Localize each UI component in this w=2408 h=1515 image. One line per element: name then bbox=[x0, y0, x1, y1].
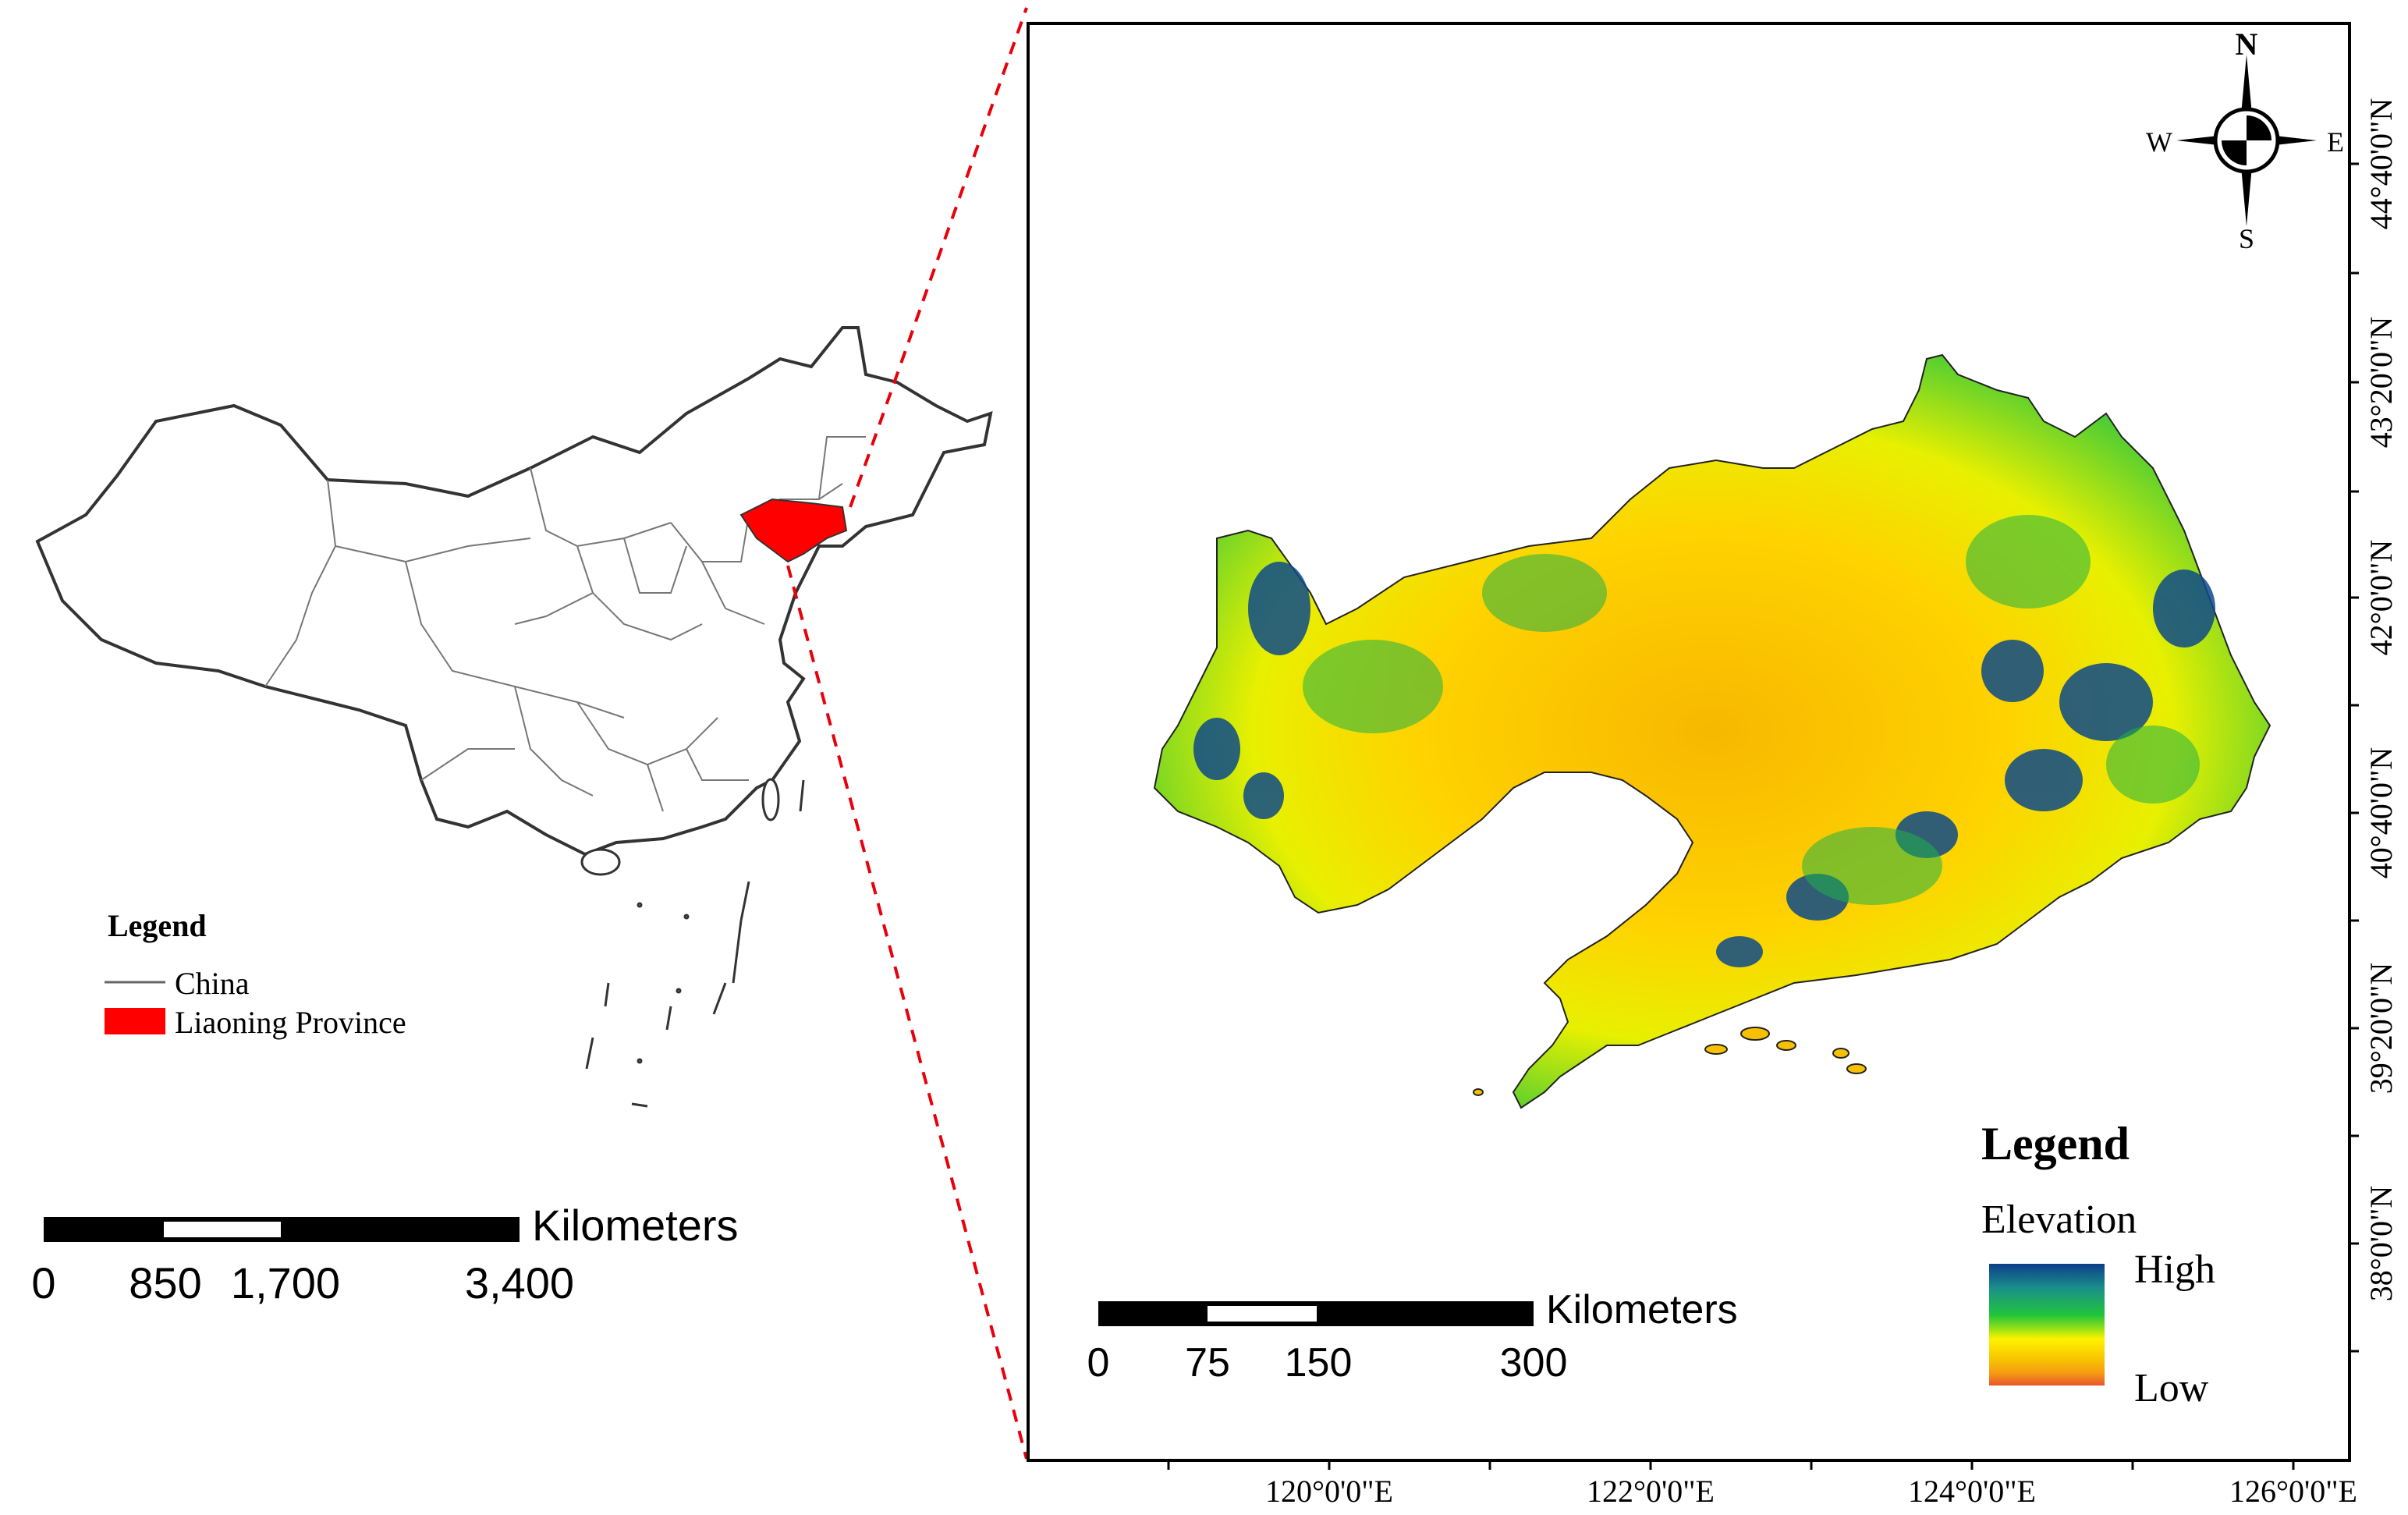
overview-scale-tick-850: 850 bbox=[129, 1258, 201, 1307]
overview-scale-tick-3400: 3,400 bbox=[465, 1258, 574, 1307]
lat-label-39-20: 39°20'0"N bbox=[2364, 963, 2399, 1094]
mid-elevation-areas bbox=[1303, 515, 2200, 905]
longitude-labels: 120°0'0"E 122°0'0"E 124°0'0"E 126°0'0"E bbox=[1265, 1474, 2357, 1509]
latitude-ticks bbox=[2349, 162, 2359, 1353]
detail-scale-tick-0: 0 bbox=[1087, 1340, 1110, 1385]
lat-label-40-40: 40°40'0"N bbox=[2364, 747, 2399, 878]
compass-south-label: S bbox=[2239, 223, 2254, 254]
detail-scale-tick-150: 150 bbox=[1285, 1340, 1353, 1385]
detail-scale-bar: Kilometers 0 75 150 300 bbox=[1087, 1287, 1738, 1385]
overview-scale-tick-1700: 1,700 bbox=[231, 1258, 340, 1307]
detail-scale-tick-300: 300 bbox=[1500, 1340, 1568, 1385]
elevation-high-label: High bbox=[2134, 1247, 2215, 1292]
detail-scale-tick-75: 75 bbox=[1185, 1340, 1230, 1385]
south-sea-islands bbox=[585, 779, 805, 1108]
hainan-island bbox=[580, 848, 621, 876]
high-elevation-areas bbox=[1193, 562, 2215, 967]
leader-lines bbox=[786, 7, 1028, 1460]
lat-label-42-00: 42°0'0"N bbox=[2364, 540, 2399, 655]
liaoning-legend-swatch bbox=[105, 1008, 165, 1034]
overview-legend: Legend China Liaoning Province bbox=[105, 908, 406, 1040]
compass-west-label: W bbox=[2146, 126, 2172, 158]
taiwan-island bbox=[761, 778, 780, 821]
coastal-islands bbox=[1473, 1027, 1867, 1096]
liaoning-legend-label: Liaoning Province bbox=[175, 1005, 406, 1040]
lat-label-43-20: 43°20'0"N bbox=[2364, 317, 2399, 448]
latitude-labels: 44°40'0"N 43°20'0"N 42°0'0"N 40°40'0"N 3… bbox=[2364, 98, 2399, 1301]
lon-label-120: 120°0'0"E bbox=[1265, 1474, 1393, 1509]
overview-scale-tick-0: 0 bbox=[31, 1258, 55, 1307]
lat-label-38-00: 38°0'0"N bbox=[2364, 1186, 2399, 1301]
overview-scale-bar: Kilometers 0 850 1,700 3,400 bbox=[31, 1201, 738, 1307]
china-outline bbox=[35, 326, 993, 857]
lat-label-44-40: 44°40'0"N bbox=[2364, 98, 2399, 229]
liaoning-highlight bbox=[739, 498, 848, 563]
longitude-ticks bbox=[1167, 1460, 2295, 1470]
compass-east-label: E bbox=[2327, 126, 2344, 158]
lon-label-124: 124°0'0"E bbox=[1908, 1474, 2036, 1509]
china-legend-label: China bbox=[175, 966, 250, 1001]
province-boundaries bbox=[264, 436, 866, 812]
compass-icon: N S W E bbox=[2146, 27, 2344, 254]
elevation-color-ramp bbox=[1989, 1264, 2105, 1385]
overview-scale-unit: Kilometers bbox=[532, 1201, 739, 1250]
elevation-legend-subtitle: Elevation bbox=[1981, 1197, 2137, 1242]
elevation-legend-title: Legend bbox=[1981, 1118, 2130, 1169]
liaoning-elevation-raster bbox=[1153, 353, 2271, 1109]
elevation-legend: Legend Elevation High Low bbox=[1981, 1118, 2215, 1410]
compass-north-label: N bbox=[2236, 27, 2258, 62]
lon-label-126: 126°0'0"E bbox=[2229, 1474, 2357, 1509]
overview-legend-title: Legend bbox=[108, 908, 207, 943]
lon-label-122: 122°0'0"E bbox=[1587, 1474, 1715, 1509]
china-overview-map bbox=[35, 326, 993, 1108]
detail-scale-unit: Kilometers bbox=[1546, 1287, 1738, 1332]
elevation-low-label: Low bbox=[2134, 1366, 2209, 1410]
